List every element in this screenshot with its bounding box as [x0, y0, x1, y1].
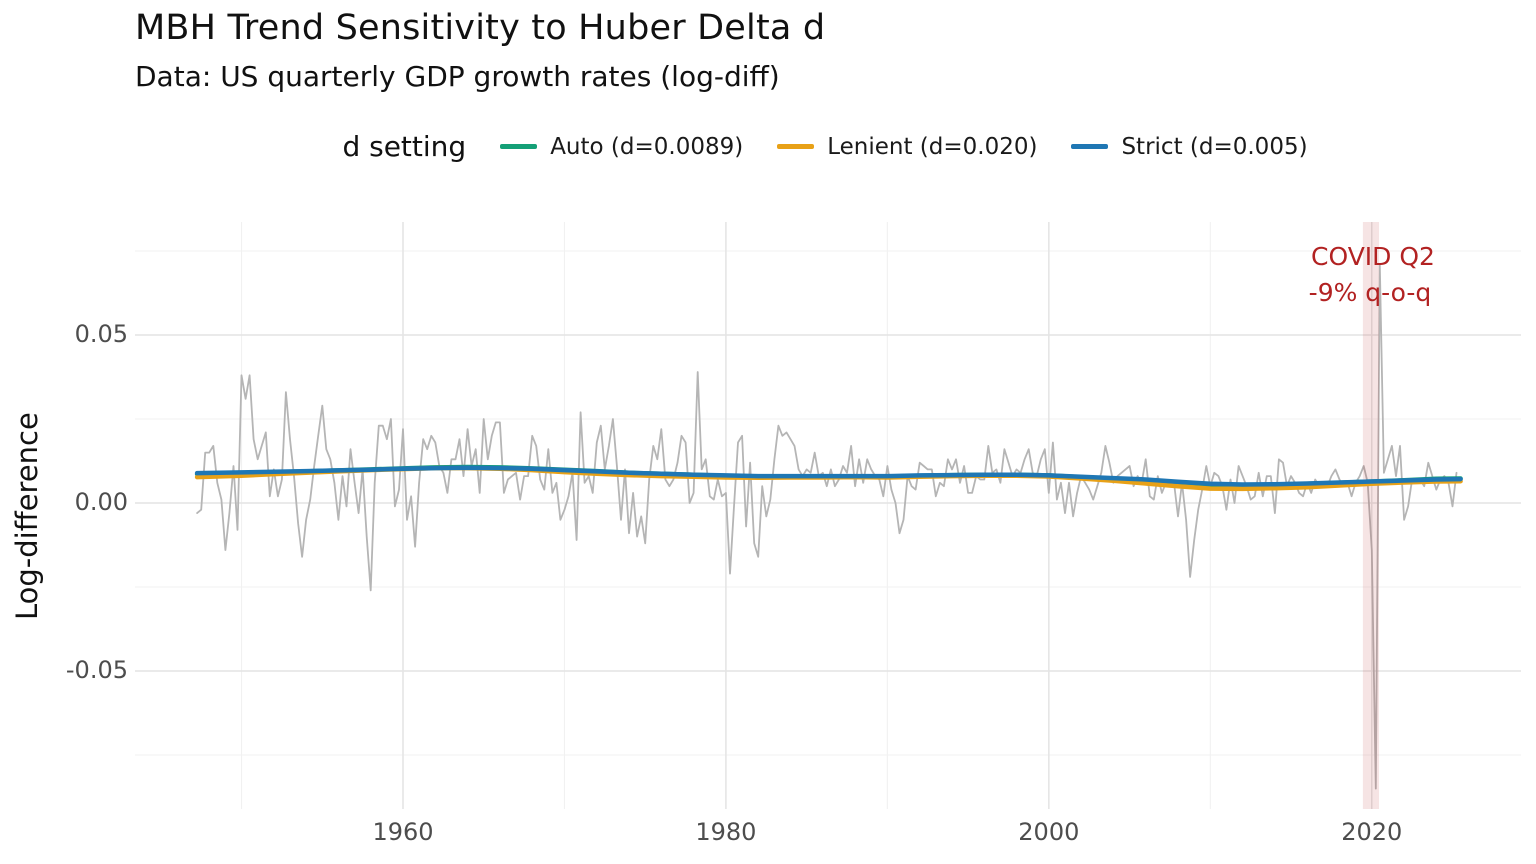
y-tick-label: 0.00: [74, 488, 128, 516]
y-tick-label: 0.05: [74, 320, 128, 348]
x-tick-label: 2000: [1018, 818, 1080, 846]
legend-item-strict: Strict (d=0.005): [1071, 133, 1308, 160]
x-tick-label: 1960: [372, 818, 434, 846]
legend-title: d setting: [342, 130, 467, 163]
chart-subtitle: Data: US quarterly GDP growth rates (log…: [135, 60, 780, 93]
x-tick-label: 1980: [695, 818, 757, 846]
y-tick-label: -0.05: [65, 656, 128, 684]
trend-line-strict: [194, 465, 1463, 487]
legend-item-label: Auto (d=0.0089): [550, 133, 744, 160]
legend: d setting Auto (d=0.0089) Lenient (d=0.02…: [135, 130, 1515, 163]
covid-band: [1362, 222, 1380, 809]
legend-item-auto: Auto (d=0.0089): [500, 134, 743, 160]
page-title: MBH Trend Sensitivity to Huber Delta d: [135, 8, 826, 48]
legend-item-label: Lenient (d=0.020): [827, 133, 1038, 160]
x-tick-label: 2020: [1341, 818, 1403, 846]
covid-annotation-line2: -9% q-o-q: [1308, 278, 1432, 307]
legend-key-line: [777, 144, 815, 149]
legend-item-label: Strict (d=0.005): [1121, 133, 1308, 160]
legend-key-line: [500, 144, 538, 149]
gdp-raw-series-line: [196, 263, 1458, 790]
legend-items: Auto (d=0.0089) Lenient (d=0.020) Strict (…: [500, 133, 1308, 160]
legend-key-line: [1071, 144, 1109, 149]
covid-annotation-line1: COVID Q2: [1311, 242, 1435, 271]
legend-item-lenient: Lenient (d=0.020): [777, 134, 1037, 160]
